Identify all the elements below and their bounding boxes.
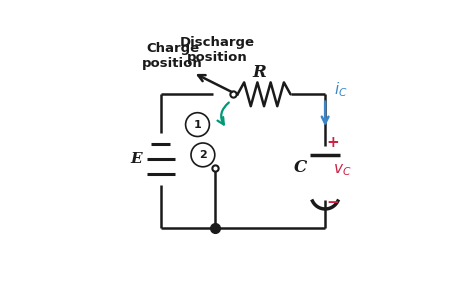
Text: E: E <box>131 152 142 166</box>
Text: $v_C$: $v_C$ <box>333 162 351 178</box>
Text: −: − <box>326 195 339 210</box>
Text: R: R <box>253 64 267 81</box>
Text: 2: 2 <box>199 150 207 160</box>
Text: $i_C$: $i_C$ <box>334 81 347 99</box>
Text: 1: 1 <box>193 120 201 130</box>
Text: C: C <box>293 159 307 176</box>
Text: +: + <box>326 135 339 151</box>
Text: Charge
position: Charge position <box>142 42 203 70</box>
Text: Discharge
position: Discharge position <box>180 36 255 64</box>
FancyArrowPatch shape <box>218 103 229 124</box>
